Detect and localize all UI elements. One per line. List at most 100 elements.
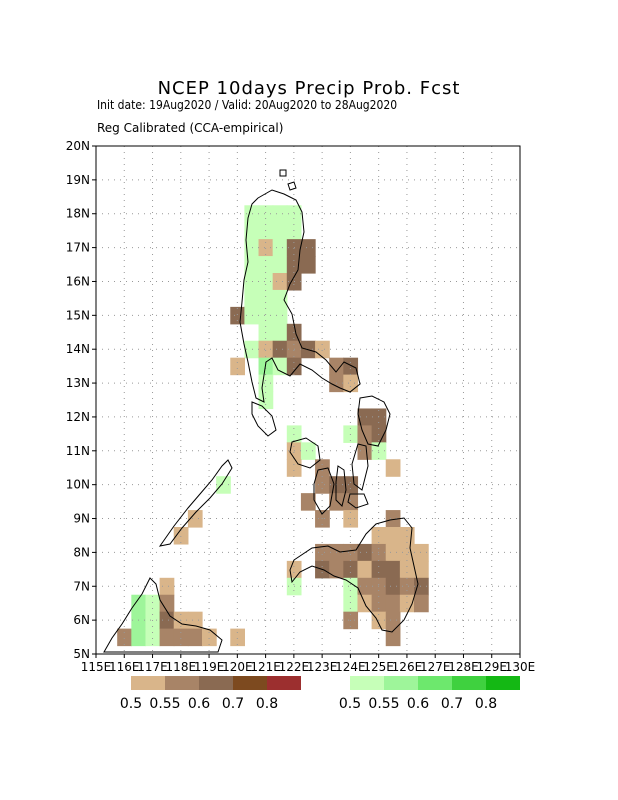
x-tick-label: 122E — [279, 660, 310, 674]
y-tick-label: 18N — [66, 207, 90, 221]
prob-cell-wet — [244, 239, 260, 257]
legend-swatch-wet — [486, 676, 520, 690]
prob-cell-wet — [244, 273, 260, 291]
legend-swatch-dry — [233, 676, 267, 690]
legend-label-dry: 0.6 — [188, 696, 210, 712]
legend-label-wet: 0.7 — [441, 696, 463, 712]
prob-cell-dry — [159, 611, 175, 630]
legend-label-dry: 0.8 — [256, 696, 278, 712]
prob-cell-dry — [399, 560, 415, 579]
prob-cell-dry — [371, 594, 387, 613]
prob-cell-wet — [258, 357, 274, 376]
coastline-negros — [313, 467, 335, 515]
x-tick-label: 117E — [137, 660, 168, 674]
prob-cell-wet — [216, 476, 231, 494]
prob-cell-dry — [173, 527, 189, 545]
prob-cell-dry — [159, 577, 175, 596]
prob-cell-wet — [258, 289, 274, 308]
y-tick-label: 14N — [66, 342, 90, 356]
prob-cell-dry — [385, 628, 401, 647]
prob-cell-dry — [329, 357, 344, 376]
prob-cell-dry — [230, 628, 245, 647]
legend-label-wet: 0.6 — [407, 696, 429, 712]
y-tick-label: 15N — [66, 308, 90, 322]
y-tick-label: 19N — [66, 173, 90, 187]
prob-cell-wet — [272, 239, 288, 257]
legend-swatch-dry — [267, 676, 301, 690]
chart-subtitle-method: Reg Calibrated (CCA-empirical) — [97, 121, 284, 135]
coastline-cebu — [335, 465, 347, 507]
x-tick-label: 126E — [392, 660, 423, 674]
y-tick-label: 6N — [73, 613, 90, 627]
prob-cell-dry — [385, 459, 401, 477]
prob-cell-dry — [357, 577, 373, 596]
prob-cell-dry — [343, 543, 359, 562]
prob-cell-dry — [315, 543, 330, 562]
prob-cell-dry — [385, 543, 401, 562]
prob-cell-wet — [272, 323, 288, 342]
x-tick-label: 128E — [448, 660, 479, 674]
x-tick-label: 119E — [194, 660, 225, 674]
prob-cell-dry — [343, 357, 359, 376]
prob-cell-dry — [159, 594, 175, 613]
prob-cell-dry — [357, 425, 373, 443]
legend-wet: 0.5 0.55 0.6 0.7 0.8 — [339, 676, 520, 712]
x-axis-tick-labels: 115E116E117E118E119E120E121E122E123E124E… — [81, 654, 535, 674]
prob-cell-wet — [131, 594, 147, 613]
x-tick-label: 129E — [476, 660, 507, 674]
prob-cell-wet — [272, 289, 288, 308]
prob-cell-dry — [357, 442, 373, 460]
prob-cell-dry — [187, 611, 203, 630]
x-tick-label: 124E — [335, 660, 366, 674]
legend-dry: 0.5 0.55 0.6 0.7 0.8 — [120, 676, 301, 712]
legend-swatch-wet — [350, 676, 384, 690]
legend-label-wet: 0.5 — [339, 696, 361, 712]
x-tick-label: 118E — [166, 660, 197, 674]
prob-cell-dry — [159, 628, 175, 647]
y-tick-label: 8N — [73, 545, 90, 559]
coastline-borneo — [103, 577, 223, 653]
legend-label-wet: 0.55 — [368, 696, 399, 712]
prob-cell-dry — [258, 340, 274, 359]
coastline-bohol — [347, 493, 369, 509]
prob-cell-wet — [131, 628, 147, 647]
chart-subtitle-dates: Init date: 19Aug2020 / Valid: 20Aug2020 … — [97, 98, 398, 112]
y-tick-label: 16N — [66, 274, 90, 288]
legend-swatch-dry — [199, 676, 233, 690]
prob-cell-dry — [357, 543, 373, 562]
y-tick-label: 17N — [66, 241, 90, 255]
prob-cell-wet — [272, 357, 288, 376]
legend-label-wet: 0.8 — [475, 696, 497, 712]
prob-cell-dry — [385, 510, 401, 528]
prob-cell-wet — [258, 374, 274, 393]
prob-cell-wet — [244, 340, 260, 359]
prob-cell-dry — [315, 340, 330, 359]
chart-title: NCEP 10days Precip Prob. Fcst — [157, 78, 461, 99]
prob-cell-dry — [230, 306, 245, 325]
coastline-mindanao — [289, 517, 419, 633]
x-tick-label: 123E — [307, 660, 338, 674]
prob-cell-dry — [300, 256, 316, 274]
prob-cell-dry — [385, 611, 401, 630]
coastline-batanes — [279, 169, 287, 177]
y-tick-label: 20N — [66, 139, 90, 153]
prob-cell-dry — [385, 594, 401, 613]
prob-cell-wet — [258, 205, 274, 223]
prob-cell-dry — [230, 357, 245, 376]
y-tick-label: 12N — [66, 410, 90, 424]
legend-label-dry: 0.7 — [222, 696, 244, 712]
prob-cell-dry — [371, 527, 387, 545]
prob-cell-dry — [343, 476, 359, 494]
prob-cell-dry — [399, 527, 415, 545]
probability-cells — [117, 205, 429, 647]
y-tick-label: 13N — [66, 376, 90, 390]
prob-cell-dry — [315, 459, 330, 477]
prob-cell-dry — [272, 273, 288, 291]
y-tick-label: 5N — [73, 647, 90, 661]
prob-cell-dry — [286, 459, 302, 477]
prob-cell-wet — [272, 306, 288, 325]
gridlines — [96, 146, 520, 654]
prob-cell-wet — [343, 594, 359, 613]
prob-cell-wet — [258, 391, 274, 410]
